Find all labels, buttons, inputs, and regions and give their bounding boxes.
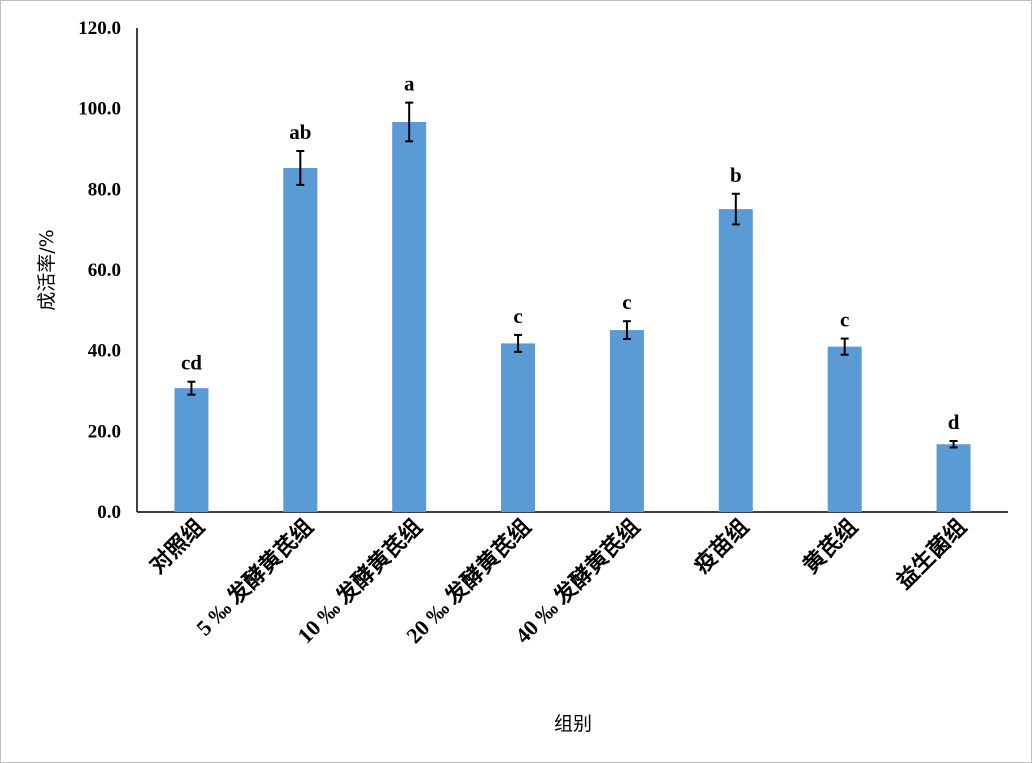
bar [609,330,644,512]
y-tick-label: 120.0 [78,18,121,39]
bars [174,121,971,512]
bar [392,121,427,512]
significance-label: c [513,304,522,328]
category-label: 益生菌组 [891,514,971,594]
y-tick-labels: 0.0 20.0 40.0 60.0 80.0 100.0 120.0 [78,18,121,523]
error-bar [949,440,958,449]
category-label: 对照组 [145,514,209,578]
error-bar [731,192,740,226]
error-bars [187,101,958,449]
error-bar [514,333,523,353]
category-label: 黄芪组 [798,514,862,578]
y-axis-title: 成活率/% [36,229,58,310]
y-tick-label: 80.0 [88,179,121,200]
significance-label: cd [181,351,202,375]
y-tick-label: 100.0 [78,99,121,120]
error-bar [187,380,196,396]
significance-label: ab [289,120,311,144]
y-tick-label: 60.0 [88,260,121,281]
error-bar [840,337,849,356]
error-bar [405,101,414,143]
y-tick-label: 20.0 [88,421,121,442]
y-tick-label: 40.0 [88,341,121,362]
category-label: 疫苗组 [689,514,753,578]
significance-label: b [730,163,742,187]
x-axis-title: 组别 [554,713,592,735]
significance-label: a [404,72,415,96]
bar [501,343,536,512]
bar [936,444,971,512]
significance-label: c [622,290,631,314]
axes [136,28,1008,513]
bar [718,209,753,512]
bar [174,388,209,512]
error-bar [296,150,305,186]
y-tick-label: 0.0 [97,502,121,523]
category-label: 5 ‰ 发酵黄芪组 [191,514,318,641]
significance-label: d [948,410,960,434]
significance-label: c [840,308,849,332]
bar [827,346,862,512]
bar [283,167,318,512]
error-bar [622,320,631,340]
